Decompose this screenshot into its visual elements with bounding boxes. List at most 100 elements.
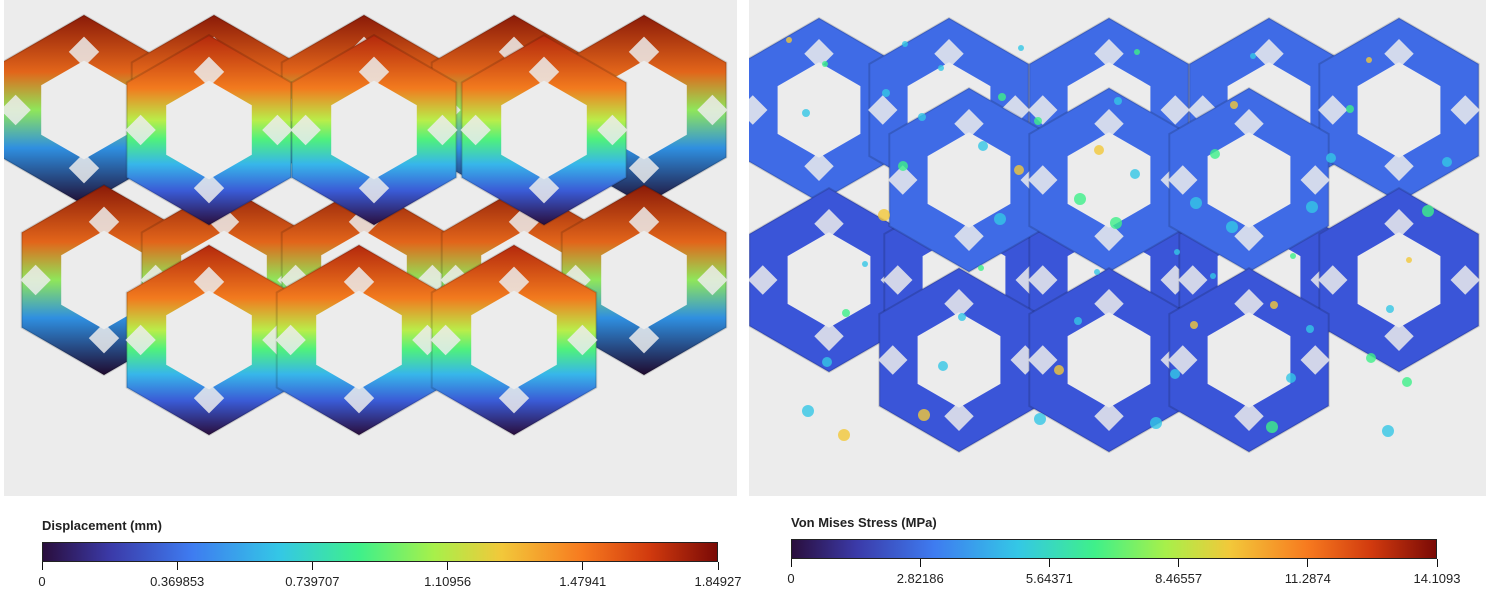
stress-hotspot bbox=[786, 37, 792, 43]
von-mises-stress-lattice-render bbox=[749, 0, 1486, 496]
stress-hotspot bbox=[1402, 377, 1412, 387]
stress-hotspot bbox=[958, 313, 966, 321]
stress-hotspot bbox=[1442, 157, 1452, 167]
stress-hotspot bbox=[1034, 413, 1046, 425]
stress-lattice-cell bbox=[1318, 186, 1480, 374]
stress-hotspot bbox=[838, 429, 850, 441]
stress-hotspot bbox=[1190, 321, 1198, 329]
stress-hotspot bbox=[862, 261, 868, 267]
displacement-lattice-image bbox=[4, 13, 728, 437]
stress-hotspot bbox=[1406, 257, 1412, 263]
displacement-lattice-render bbox=[4, 0, 737, 496]
stress-hotspot bbox=[978, 141, 988, 151]
stress-hotspot bbox=[1210, 149, 1220, 159]
displacement-colorbar bbox=[42, 542, 718, 562]
stress-hotspot bbox=[1110, 217, 1122, 229]
stress-hotspot bbox=[898, 161, 908, 171]
displacement-tick-label: 1.84927 bbox=[694, 574, 742, 589]
stress-tick-label: 14.1093 bbox=[1413, 571, 1461, 586]
stress-lattice-cell bbox=[749, 16, 900, 204]
displacement-lattice-cell bbox=[460, 33, 628, 227]
displacement-tick-label: 1.47941 bbox=[559, 574, 607, 589]
stress-hotspot bbox=[938, 65, 944, 71]
stress-hotspot bbox=[994, 213, 1006, 225]
stress-hotspot bbox=[938, 361, 948, 371]
stress-hotspot bbox=[1346, 105, 1354, 113]
stress-hotspot bbox=[802, 109, 810, 117]
stress-hotspot bbox=[1174, 249, 1180, 255]
displacement-legend-title: Displacement (mm) bbox=[42, 518, 162, 533]
displacement-tick-label: 1.10956 bbox=[424, 574, 472, 589]
stress-hotspot bbox=[1326, 153, 1336, 163]
stress-hotspot bbox=[1018, 45, 1024, 51]
stress-tick-mark bbox=[790, 559, 792, 567]
stress-hotspot bbox=[1114, 97, 1122, 105]
stress-tick-mark bbox=[1178, 559, 1180, 567]
stress-hotspot bbox=[1054, 365, 1064, 375]
stress-hotspot bbox=[918, 113, 926, 121]
stress-hotspot bbox=[1290, 253, 1296, 259]
stress-hotspot bbox=[1170, 369, 1180, 379]
stress-lattice-image bbox=[749, 16, 1480, 454]
stress-hotspot bbox=[1226, 221, 1238, 233]
stress-hotspot bbox=[842, 309, 850, 317]
stress-tick-label: 11.2874 bbox=[1284, 571, 1331, 586]
stress-hotspot bbox=[1366, 353, 1376, 363]
stress-hotspot bbox=[1150, 417, 1162, 429]
stress-hotspot bbox=[822, 61, 828, 67]
stress-lattice-cell bbox=[1168, 86, 1330, 274]
displacement-lattice-cell bbox=[125, 33, 293, 227]
stress-tick-mark bbox=[1436, 559, 1438, 567]
stress-hotspot bbox=[1210, 273, 1216, 279]
stress-hotspot bbox=[1286, 373, 1296, 383]
stress-lattice-cell bbox=[1318, 16, 1480, 204]
stress-hotspot bbox=[1250, 53, 1256, 59]
stress-tick-label: 8.46557 bbox=[1155, 571, 1203, 586]
displacement-lattice-cell bbox=[275, 243, 443, 437]
displacement-legend: Displacement (mm) 0 0.369853 0.739707 1.109… bbox=[38, 518, 741, 598]
stress-hotspot bbox=[1422, 205, 1434, 217]
stress-hotspot bbox=[978, 265, 984, 271]
stress-cells bbox=[749, 16, 1480, 454]
stress-tick-mark bbox=[1048, 559, 1050, 567]
stress-hotspot bbox=[1014, 165, 1024, 175]
displacement-lattice-cell bbox=[125, 243, 293, 437]
stress-hotspot bbox=[1266, 421, 1278, 433]
stress-hotspot bbox=[1034, 117, 1042, 125]
stress-hotspot bbox=[1366, 57, 1372, 63]
stress-tick-mark bbox=[919, 559, 921, 567]
stress-hotspot bbox=[1306, 201, 1318, 213]
displacement-lattice-cell bbox=[430, 243, 598, 437]
stress-hotspot bbox=[1230, 101, 1238, 109]
displacement-tick-mark bbox=[176, 562, 178, 570]
stress-hotspot bbox=[1094, 145, 1104, 155]
stress-lattice-cell bbox=[1028, 266, 1190, 454]
stress-hotspot bbox=[878, 209, 890, 221]
stress-legend: Von Mises Stress (MPa) 0 2.82186 5.64371 8.… bbox=[787, 515, 1460, 595]
displacement-tick-label: 0 bbox=[38, 574, 46, 589]
stress-hotspot bbox=[1382, 425, 1394, 437]
stress-hotspot bbox=[882, 89, 890, 97]
displacement-tick-mark bbox=[717, 562, 719, 570]
displacement-cells bbox=[4, 13, 728, 437]
displacement-tick-mark bbox=[582, 562, 584, 570]
stress-hotspot bbox=[1306, 325, 1314, 333]
stress-tick-mark bbox=[1307, 559, 1309, 567]
stress-hotspot bbox=[1094, 269, 1100, 275]
stress-hotspot bbox=[1270, 301, 1278, 309]
stress-hotspot bbox=[918, 409, 930, 421]
stress-lattice-cell bbox=[1028, 86, 1190, 274]
stress-hotspot bbox=[998, 93, 1006, 101]
stress-colorbar bbox=[791, 539, 1437, 559]
displacement-tick-mark bbox=[311, 562, 313, 570]
displacement-lattice-cell bbox=[560, 183, 728, 377]
stress-lattice-cell bbox=[749, 186, 910, 374]
displacement-tick-mark bbox=[447, 562, 449, 570]
stress-hotspot bbox=[1190, 197, 1202, 209]
displacement-tick-label: 0.369853 bbox=[150, 574, 205, 589]
stress-hotspot bbox=[1386, 305, 1394, 313]
stress-hotspot bbox=[902, 41, 908, 47]
stress-hotspot bbox=[1074, 317, 1082, 325]
displacement-lattice-cell bbox=[290, 33, 458, 227]
stress-tick-label: 2.82186 bbox=[896, 571, 944, 586]
